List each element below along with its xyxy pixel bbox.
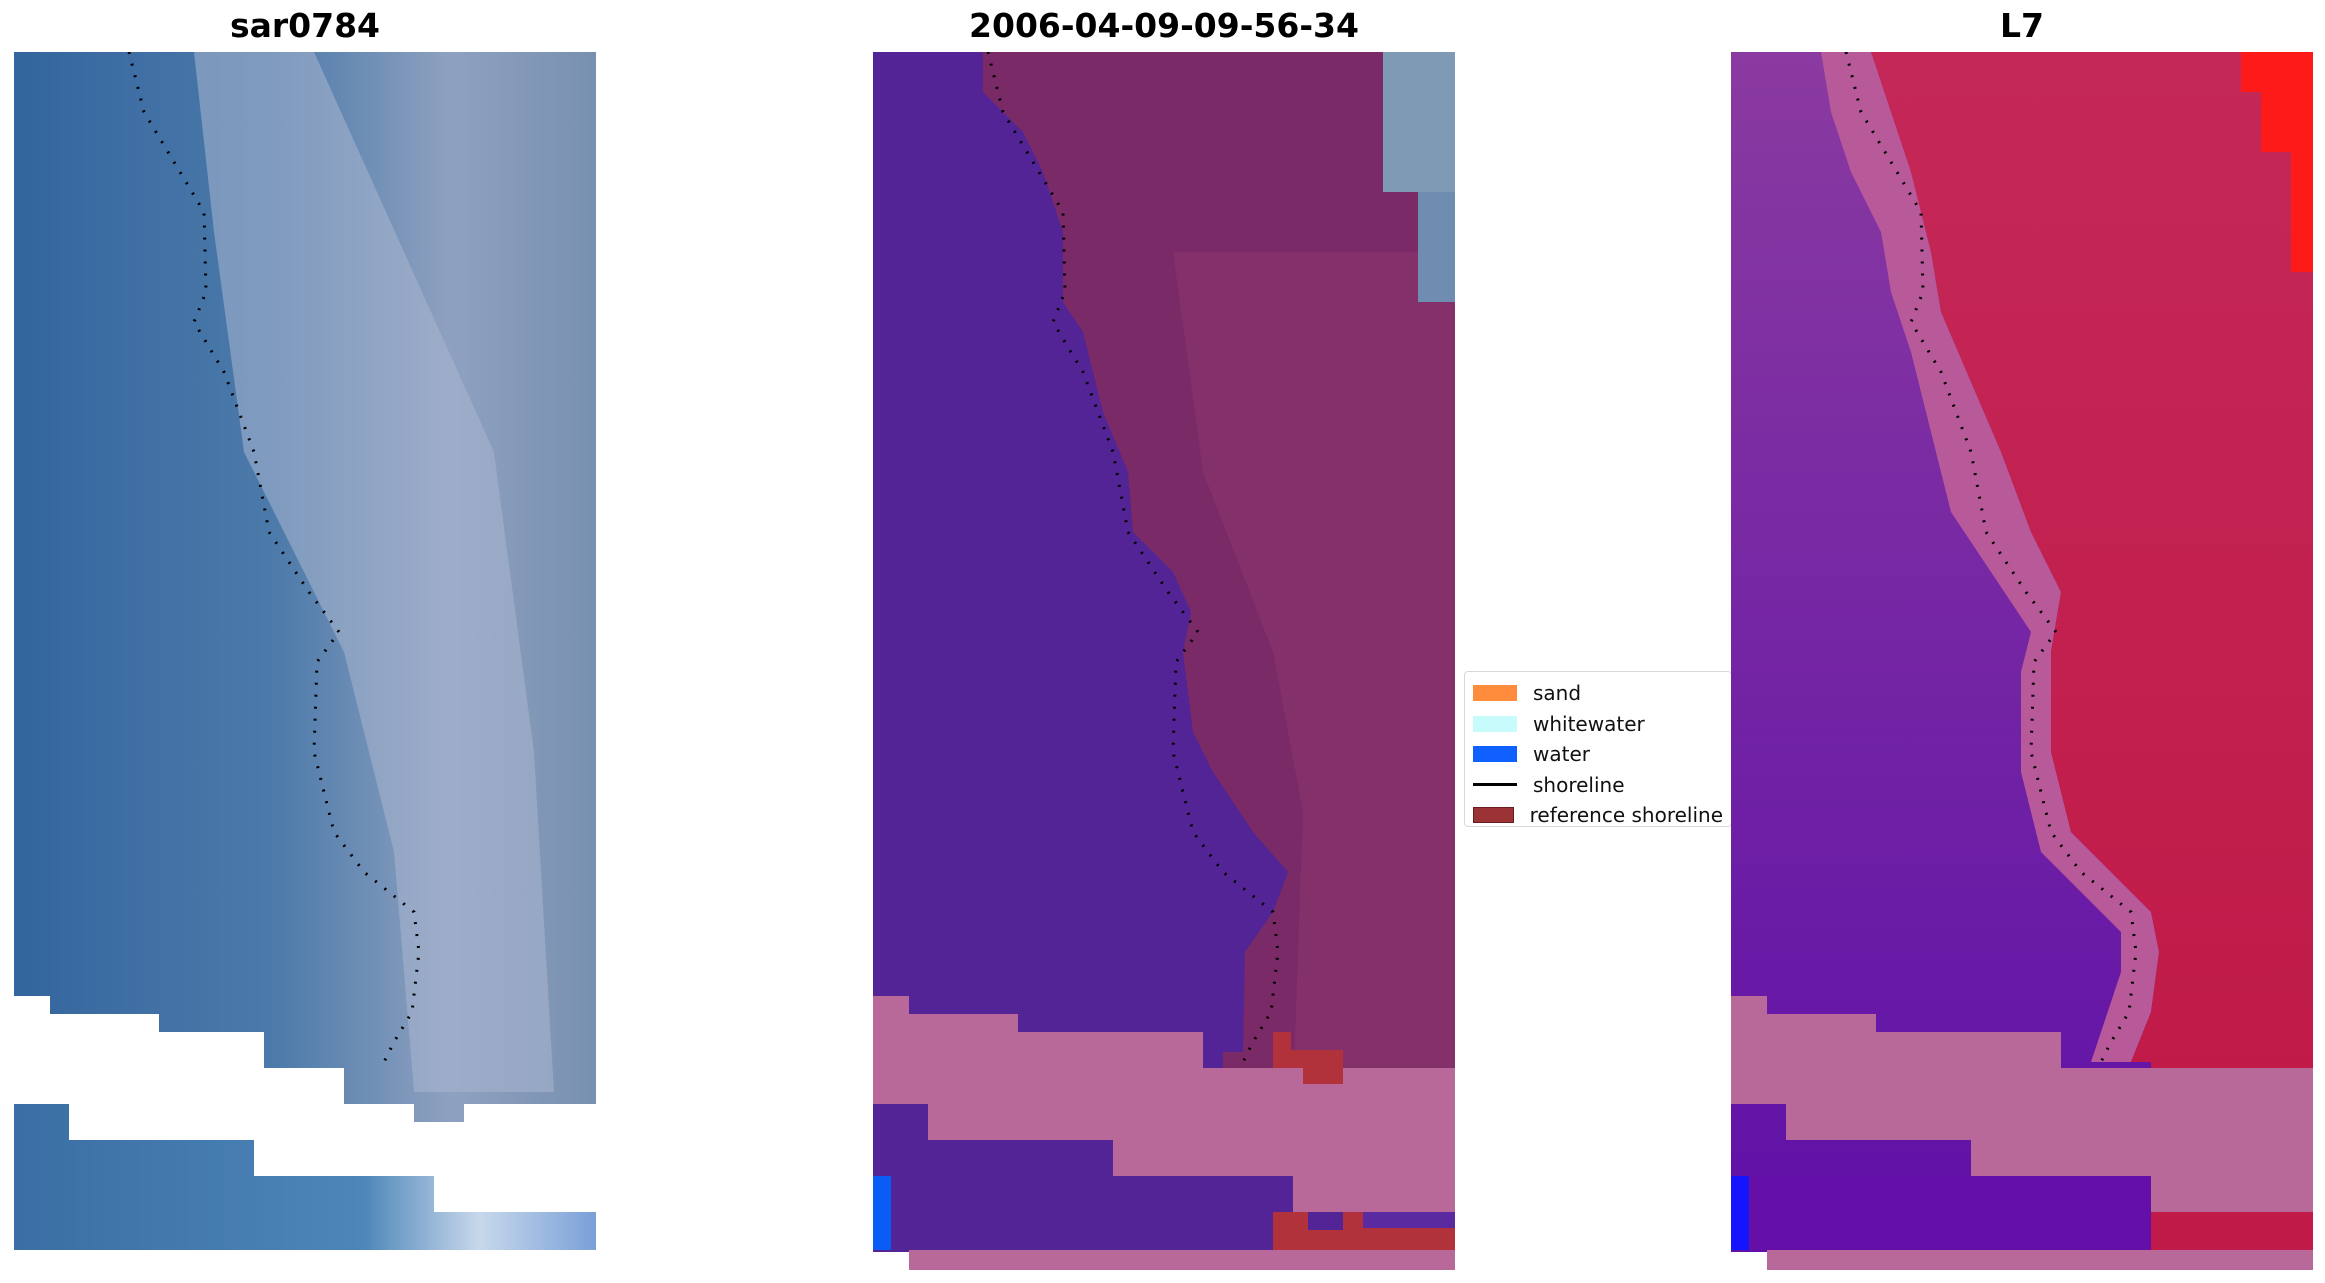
class-shoreline	[986, 52, 1280, 1063]
class-nodata-bottom	[909, 1250, 1455, 1270]
legend-label-sand: sand	[1533, 681, 1582, 706]
legend-label-whitewater: whitewater	[1533, 711, 1645, 736]
legend-swatch-shoreline	[1473, 783, 1517, 787]
legend-item-water: water	[1473, 739, 1723, 770]
index-nodata-bottom	[1767, 1250, 2313, 1270]
rgb-shoreline	[127, 52, 421, 1063]
index-land-area	[1871, 52, 2313, 1104]
legend-swatch-water	[1473, 746, 1517, 763]
panel-title-rgb: sar0784	[229, 6, 381, 45]
panel-title-classification: 2006-04-09-09-56-34	[969, 6, 1359, 45]
rgb-bright-streak	[194, 52, 554, 1092]
panel-classification: 2006-04-09-09-56-34	[873, 0, 1455, 1283]
classification-image	[873, 52, 1455, 1270]
legend-item-reference-shoreline: reference shoreline	[1473, 800, 1723, 831]
panel-index: L7	[1731, 0, 2313, 1283]
class-land-texture	[1173, 252, 1455, 1092]
class-top-right-patch2	[1418, 192, 1455, 302]
rgb-image	[14, 52, 596, 1250]
index-image	[1731, 52, 2313, 1270]
legend-label-shoreline: shoreline	[1533, 772, 1625, 797]
legend-item-shoreline: shoreline	[1473, 770, 1723, 801]
legend-item-whitewater: whitewater	[1473, 709, 1723, 740]
legend-item-sand: sand	[1473, 678, 1723, 709]
index-nodata-band	[1731, 996, 2313, 1212]
index-bottom-strip	[1749, 1176, 2151, 1250]
rgb-image-bottom	[14, 1104, 596, 1250]
panel-rgb: sar0784	[14, 0, 596, 1283]
class-water-patch	[873, 1176, 891, 1250]
class-nodata-band	[873, 996, 1455, 1212]
legend-swatch-reference-shoreline	[1473, 807, 1514, 824]
class-reference-patch-1	[1273, 1032, 1343, 1084]
index-shoreline	[1844, 52, 2138, 1063]
legend-label-reference-shoreline: reference shoreline	[1529, 803, 1723, 828]
legend: sand whitewater water shoreline referenc…	[1464, 671, 1732, 827]
class-top-right-patch	[1383, 52, 1455, 192]
legend-swatch-sand	[1473, 685, 1517, 702]
index-water-patch	[1731, 1176, 1749, 1250]
index-shore-band	[1821, 52, 2159, 1062]
class-purple-patch	[1363, 1212, 1455, 1228]
legend-label-water: water	[1533, 742, 1590, 767]
index-bottom-strip-red	[2151, 1212, 2313, 1250]
index-bright-red-corner	[2241, 52, 2313, 272]
legend-swatch-whitewater	[1473, 715, 1517, 732]
panel-title-index: L7	[2000, 6, 2044, 45]
